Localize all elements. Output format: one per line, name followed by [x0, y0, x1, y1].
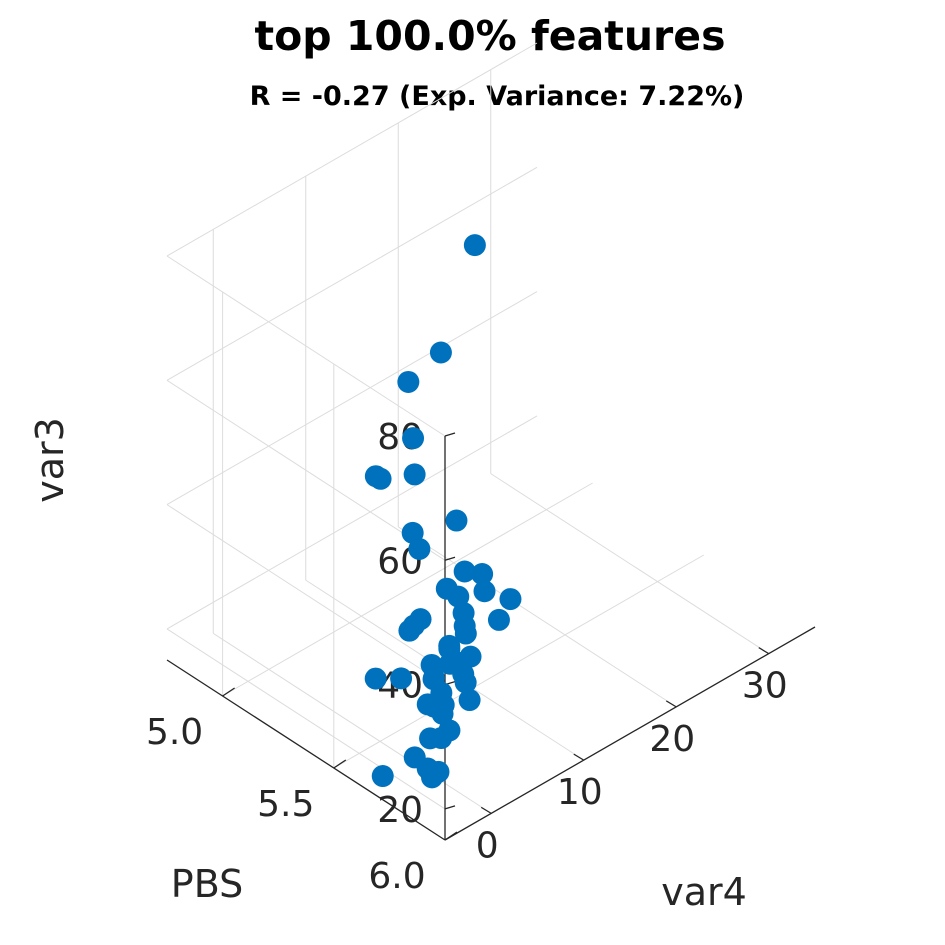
- left-wall-gridline: [166, 379, 446, 561]
- x-tick-label: 10: [557, 772, 603, 813]
- x-axis-label: var4: [661, 870, 747, 914]
- z-tick-mark: [444, 805, 456, 810]
- axis-layer: [166, 432, 816, 841]
- data-point: [453, 560, 476, 583]
- x-tick-label: 30: [742, 666, 788, 707]
- data-point: [398, 619, 421, 642]
- back-wall-gridline: [166, 166, 538, 381]
- data-point: [487, 608, 510, 631]
- x-tick-mark: [573, 753, 585, 761]
- x-axis-line: [444, 626, 816, 841]
- z-tick-mark: [444, 432, 456, 437]
- grid-layer: [166, 42, 816, 841]
- data-point: [431, 702, 454, 725]
- data-point: [452, 602, 475, 625]
- back-wall-gridline: [166, 415, 538, 630]
- y-tick-label: 5.5: [257, 784, 314, 825]
- data-point: [369, 467, 392, 490]
- data-point: [371, 765, 394, 788]
- data-point: [471, 563, 494, 586]
- z-tick-mark: [444, 556, 456, 561]
- data-point: [397, 370, 420, 393]
- data-point: [403, 463, 426, 486]
- z-axis-label: var3: [28, 417, 72, 503]
- x-tick-label: 0: [476, 825, 499, 866]
- data-point: [402, 427, 425, 450]
- data-point: [463, 234, 486, 257]
- left-wall-gridline: [166, 628, 446, 810]
- data-point: [429, 341, 452, 364]
- data-point: [459, 645, 482, 668]
- chart-subtitle: R = -0.27 (Exp. Variance: 7.22%): [250, 81, 745, 112]
- y-tick-mark: [444, 831, 458, 841]
- y-axis-label: PBS: [171, 862, 243, 906]
- data-point: [473, 580, 496, 603]
- data-point: [458, 689, 481, 712]
- y-tick-label: 5.0: [146, 712, 203, 753]
- x-tick-label: 20: [649, 719, 695, 760]
- y-axis-line: [166, 659, 446, 841]
- left-wall-gridline: [166, 504, 446, 686]
- floor-gridline: [222, 482, 593, 697]
- back-wall-gridline: [166, 42, 538, 257]
- y-tick-label: 6.0: [368, 856, 425, 897]
- left-wall-gridline: [166, 255, 446, 437]
- data-point: [445, 509, 468, 532]
- data-point: [454, 671, 477, 694]
- data-point: [499, 588, 522, 611]
- data-point: [364, 667, 387, 690]
- x-tick-mark: [758, 647, 770, 655]
- x-tick-mark: [480, 806, 492, 814]
- floor-gridline: [490, 473, 770, 655]
- z-tick-label: 20: [377, 790, 423, 831]
- chart-title: top 100.0% features: [255, 12, 726, 60]
- data-point: [430, 681, 453, 704]
- data-point: [454, 622, 477, 645]
- data-point: [419, 727, 442, 750]
- y-tick-mark: [333, 759, 347, 769]
- data-point: [390, 667, 413, 690]
- data-point: [408, 538, 431, 561]
- y-tick-mark: [222, 687, 235, 697]
- x-tick-mark: [665, 700, 677, 708]
- back-wall-gridline: [166, 291, 538, 506]
- data-point: [438, 652, 461, 675]
- floor-gridline: [333, 554, 705, 769]
- data-point-layer: [364, 234, 522, 789]
- data-point: [416, 757, 439, 780]
